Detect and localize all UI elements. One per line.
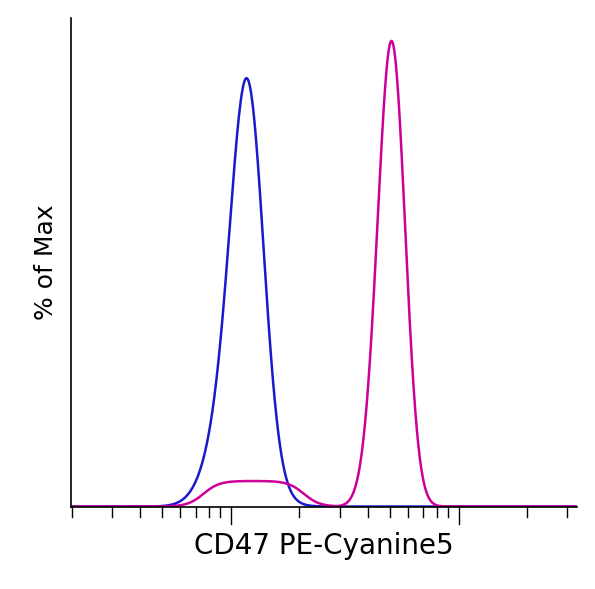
X-axis label: CD47 PE-Cyanine5: CD47 PE-Cyanine5 bbox=[195, 531, 454, 560]
Y-axis label: % of Max: % of Max bbox=[33, 204, 58, 320]
